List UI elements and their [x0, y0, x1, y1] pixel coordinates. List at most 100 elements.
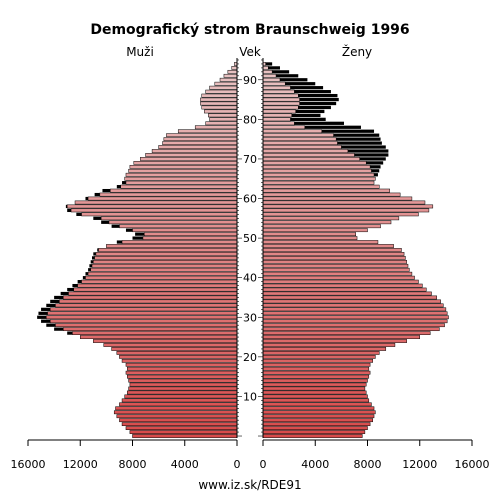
male-surplus-bar — [77, 280, 82, 284]
female-bar — [262, 89, 295, 94]
male-bar — [163, 137, 238, 142]
female-surplus-bar — [359, 157, 386, 161]
male-bar — [200, 101, 238, 106]
female-bar — [262, 129, 323, 134]
female-bar — [262, 335, 420, 339]
female-bar — [262, 141, 338, 145]
male-bar — [91, 263, 238, 268]
age-tick-label: 10 — [243, 390, 257, 403]
female-bar — [262, 394, 368, 399]
male-bar — [119, 354, 238, 359]
male-bar — [63, 295, 238, 300]
male-bar — [74, 200, 238, 205]
female-bar — [262, 184, 380, 189]
female-bar — [262, 327, 440, 332]
female-bar — [262, 85, 291, 90]
male-bar — [125, 426, 238, 430]
male-surplus-bar — [101, 220, 109, 224]
male-bar — [208, 113, 238, 118]
female-bar — [262, 105, 299, 110]
male-bar — [95, 252, 238, 256]
female-bar — [262, 374, 370, 379]
male-bar — [87, 196, 238, 201]
male-bar — [209, 117, 238, 122]
female-bar — [262, 97, 300, 102]
female-bar — [262, 69, 273, 74]
male-surplus-bar — [92, 256, 95, 260]
female-bar — [262, 315, 449, 320]
male-bar — [119, 402, 238, 407]
female-bars — [262, 62, 449, 438]
male-surplus-bar — [54, 295, 64, 300]
male-bar — [127, 390, 238, 395]
male-bar — [87, 271, 238, 276]
female-bar — [262, 362, 371, 367]
female-bar — [262, 307, 447, 312]
male-surplus-bar — [116, 240, 123, 244]
male-bar — [66, 204, 238, 209]
male-surplus-bar — [67, 331, 73, 335]
male-bar — [47, 311, 238, 316]
age-axis: 10 20 30 40 50 60 70 80 90 — [236, 58, 264, 438]
female-bar — [262, 212, 419, 217]
male-bar — [128, 378, 238, 383]
male-bar — [140, 157, 238, 161]
male-bars — [37, 62, 238, 438]
male-bar — [205, 89, 238, 94]
male-bar — [144, 232, 238, 237]
male-bar — [201, 105, 238, 110]
male-bar — [81, 279, 238, 284]
female-bar — [262, 283, 423, 288]
female-surplus-bar — [347, 149, 389, 153]
male-bar — [119, 224, 238, 229]
male-bar — [116, 351, 238, 355]
x-tick-label-left: 0 — [234, 458, 241, 471]
female-bar — [262, 252, 405, 256]
male-bar — [110, 188, 238, 193]
male-bar — [49, 319, 238, 324]
male-bar — [55, 303, 238, 308]
female-bar — [262, 370, 371, 375]
female-bar — [262, 354, 376, 359]
female-bar — [262, 240, 379, 244]
female-bar — [262, 157, 360, 161]
male-bar — [227, 69, 238, 74]
female-bar — [262, 153, 355, 157]
female-bar — [262, 287, 427, 292]
female-surplus-bar — [374, 173, 378, 177]
female-bar — [262, 117, 291, 122]
female-bar — [262, 295, 437, 300]
female-bar — [262, 398, 370, 403]
male-bar — [98, 248, 238, 252]
male-bar — [73, 287, 238, 292]
female-bar — [262, 323, 445, 328]
right-series-label: Ženy — [342, 44, 372, 59]
footer-source: www.iz.sk/RDE91 — [198, 478, 301, 492]
female-bar — [262, 172, 375, 177]
female-surplus-bar — [341, 145, 386, 149]
female-bar — [262, 200, 426, 205]
male-bar — [63, 327, 238, 332]
male-bar — [70, 208, 238, 213]
age-tick-label: 60 — [243, 193, 257, 206]
male-surplus-bar — [94, 192, 100, 197]
female-surplus-bar — [265, 62, 273, 66]
male-surplus-bar — [37, 315, 47, 319]
female-bar — [262, 339, 407, 343]
female-bar — [262, 236, 358, 240]
male-bar — [49, 307, 238, 312]
female-bar — [262, 93, 299, 98]
female-bar — [262, 137, 337, 142]
male-bar — [94, 256, 238, 260]
male-bar — [177, 129, 238, 134]
female-bar — [262, 208, 430, 213]
male-bar — [72, 331, 238, 335]
female-bar — [262, 161, 367, 165]
male-bar — [166, 133, 238, 138]
age-tick-label: 70 — [243, 153, 257, 166]
age-tick-label: 90 — [243, 74, 257, 87]
male-surplus-bar — [46, 303, 56, 308]
age-tick-label: 50 — [243, 232, 257, 245]
male-surplus-bar — [125, 228, 133, 232]
male-surplus-bar — [122, 181, 126, 185]
